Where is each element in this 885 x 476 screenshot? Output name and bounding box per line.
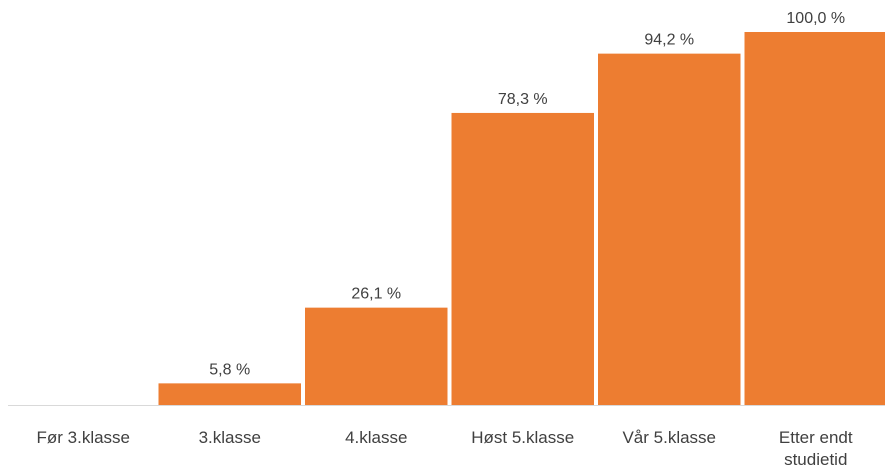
bar <box>305 307 448 405</box>
bar <box>744 32 885 405</box>
x-tick-label: Høst 5.klasse <box>471 428 575 447</box>
x-tick-label: Før 3.klasse <box>36 428 131 447</box>
value-label: 78,3 % <box>498 91 548 108</box>
value-label: 100,0 % <box>786 10 845 27</box>
x-tick-label: 4.klasse <box>345 428 408 447</box>
x-tick-label: 3.klasse <box>198 428 261 447</box>
bar <box>451 112 594 405</box>
value-label: 94,2 % <box>644 32 694 49</box>
value-label: 5,8 % <box>209 361 250 378</box>
x-tick-label: Etter endt studietid <box>778 428 853 469</box>
value-label: 26,1 % <box>351 286 401 303</box>
x-tick-label: Vår 5.klasse <box>622 428 717 447</box>
bar <box>158 383 301 405</box>
bar <box>598 53 741 405</box>
